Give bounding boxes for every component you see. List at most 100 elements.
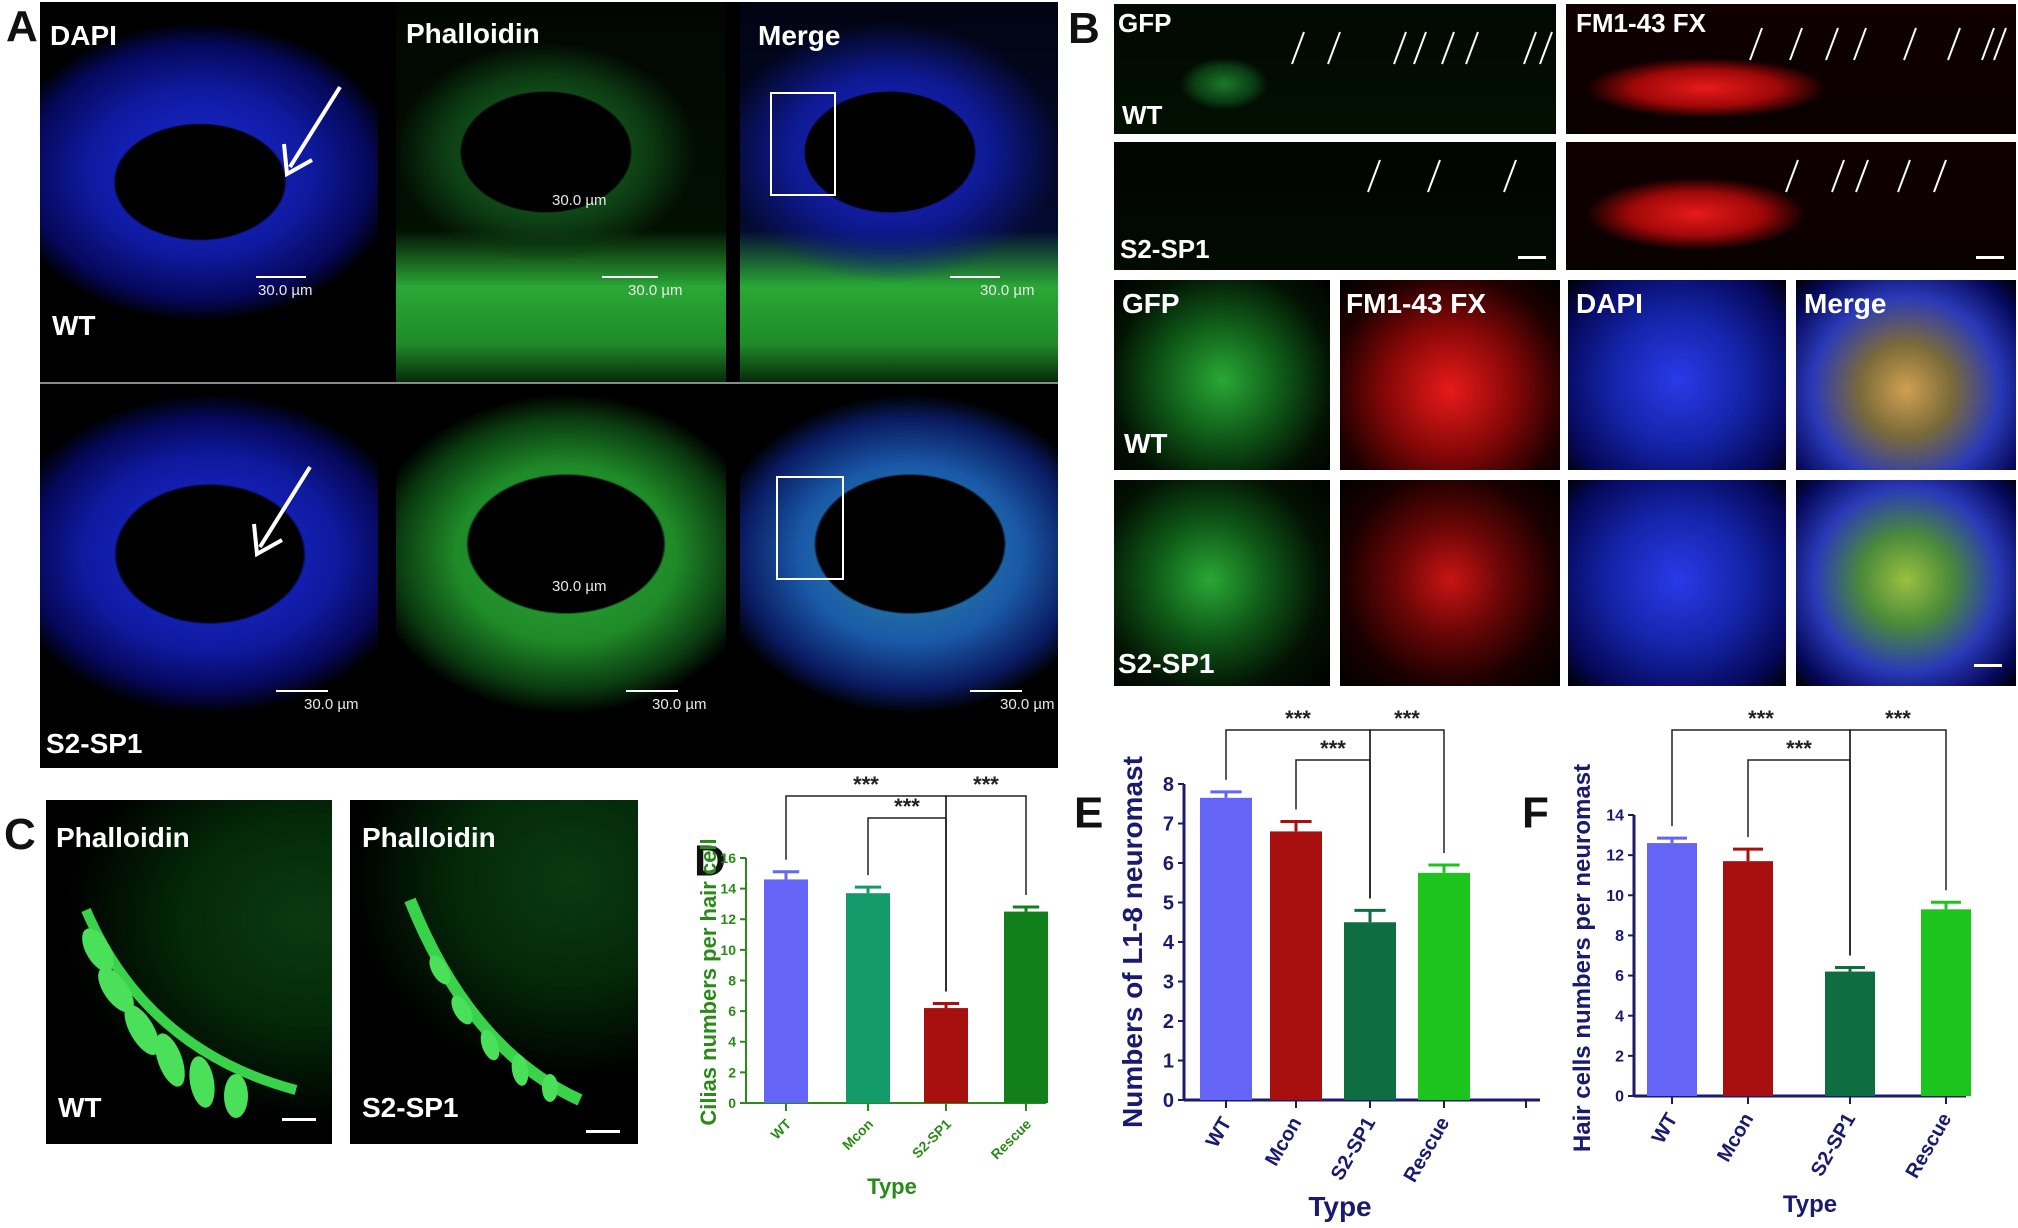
a-wt-merge-image xyxy=(740,2,1058,382)
c-s2sp1-phalloidin-image: Phalloidin S2-SP1 xyxy=(350,800,638,1144)
y-tick-label: 14 xyxy=(720,881,736,897)
y-tick-label: 0 xyxy=(1615,1089,1624,1106)
y-tick-label: 16 xyxy=(720,850,736,866)
c-s2sp1-stereocilia xyxy=(404,897,583,1106)
bar-mcon xyxy=(1270,831,1322,1100)
a-scalebar-4 xyxy=(276,690,328,692)
y-tick-label: 5 xyxy=(1163,893,1174,915)
y-tick-label: 2 xyxy=(728,1064,736,1080)
chart-d: D 0 2 4 6 8 10 12 14 16 WT Mcon S2-SP1 Rescue *** *** **… xyxy=(694,772,1048,1199)
a-row-label-s2sp1: S2-SP1 xyxy=(46,728,143,759)
significance-label: *** xyxy=(1394,706,1420,731)
b-s2sp1-fm-neuromast xyxy=(1340,480,1560,686)
y-tick-label: 2 xyxy=(1615,1048,1624,1065)
a-scale-label-4: 30.0 µm xyxy=(304,696,359,713)
panel-letter-e: E xyxy=(1074,788,1103,837)
panel-letter-c: C xyxy=(4,810,36,859)
a-col-label-dapi: DAPI xyxy=(50,20,117,51)
significance-label: *** xyxy=(1748,706,1774,731)
y-tick-label: 6 xyxy=(1163,853,1174,875)
b-s2sp1-fm-arrows xyxy=(1785,159,1947,193)
x-category-label-mcon: Mcon xyxy=(1261,1114,1306,1170)
significance-label: *** xyxy=(1786,736,1812,761)
x-category-label-wt: WT xyxy=(767,1115,794,1142)
a-scale-label-6: 30.0 µm xyxy=(1000,696,1055,713)
y-axis-label: Numbers of L1-8 neuromast xyxy=(1117,756,1148,1128)
y-tick-label: 6 xyxy=(728,1003,736,1019)
y-tick-label: 2 xyxy=(1163,1011,1174,1033)
a-inner-scale-label-2: 30.0 µm xyxy=(552,578,607,595)
x-category-label-rescue: Rescue xyxy=(988,1116,1035,1163)
x-axis-label: Type xyxy=(1308,1191,1371,1222)
panel-letter-a: A xyxy=(6,2,38,51)
y-tick-label: 4 xyxy=(728,1034,736,1050)
bar-s2-sp1 xyxy=(1344,922,1396,1100)
a-wt-dapi-image xyxy=(40,2,378,382)
b-wt-fm-neuromast: FM1-43 FX xyxy=(1340,280,1560,470)
x-category-label-rescue: Rescue xyxy=(1902,1110,1957,1183)
chart-e: E 0 1 2 3 4 5 6 7 8 WT Mcon S2-SP1 Rescue *** *** *** Typ… xyxy=(1074,706,1540,1222)
significance-bracket xyxy=(945,795,1027,992)
significance-bracket xyxy=(1849,729,1947,956)
bar-rescue xyxy=(1004,911,1048,1103)
b-label-s2sp1-bottom: S2-SP1 xyxy=(1118,648,1215,679)
c-scalebar-wt xyxy=(282,1118,316,1121)
panel-letter-d: D xyxy=(694,836,726,885)
b-label-fm-bottom: FM1-43 FX xyxy=(1346,288,1487,319)
y-tick-label: 12 xyxy=(1606,848,1624,865)
b-wt-merge-neuromast: Merge xyxy=(1796,280,2016,470)
y-tick-label: 8 xyxy=(728,972,736,988)
b-wt-dapi-neuromast: DAPI xyxy=(1568,280,1786,470)
y-tick-label: 14 xyxy=(1606,808,1624,825)
c-title-wt: Phalloidin xyxy=(56,822,190,853)
y-tick-label: 3 xyxy=(1163,972,1174,994)
b-wt-gfp-neuromast: GFP WT xyxy=(1114,280,1330,470)
bar-mcon xyxy=(846,893,890,1103)
a-scale-label-3: 30.0 µm xyxy=(980,282,1035,299)
a-arrow-wt xyxy=(282,85,342,178)
b-scalebar-neuromast xyxy=(1974,664,2002,667)
bar-s2-sp1 xyxy=(924,1008,968,1103)
y-tick-label: 6 xyxy=(1615,968,1624,985)
bar-rescue xyxy=(1921,909,1971,1096)
a-scalebar-6 xyxy=(970,690,1022,692)
a-scalebar-5 xyxy=(626,690,678,692)
x-category-label-s2-sp1: S2-SP1 xyxy=(1327,1114,1381,1185)
a-scalebar-3 xyxy=(950,276,1000,278)
b-s2sp1-merge-neuromast xyxy=(1796,480,2016,686)
b-label-s2sp1-top: S2-SP1 xyxy=(1120,234,1210,264)
y-tick-label: 0 xyxy=(1163,1090,1174,1112)
y-tick-label: 12 xyxy=(720,911,736,927)
a-scale-label-5: 30.0 µm xyxy=(652,696,707,713)
y-tick-label: 4 xyxy=(1615,1008,1624,1025)
bar-wt xyxy=(1647,843,1697,1096)
b-label-gfp-bottom: GFP xyxy=(1122,288,1180,319)
b-wt-gfp-arrows xyxy=(1291,31,1553,65)
b-label-wt-top: WT xyxy=(1122,100,1163,130)
b-scalebar-gfp xyxy=(1518,256,1546,259)
b-label-wt-bottom: WT xyxy=(1124,428,1168,459)
significance-label: *** xyxy=(853,772,879,797)
b-s2sp1-dapi-neuromast xyxy=(1568,480,1786,686)
c-wt-phalloidin-image: Phalloidin WT xyxy=(46,800,332,1144)
a-inner-scale-label-1: 30.0 µm xyxy=(552,192,607,209)
y-tick-label: 10 xyxy=(720,942,736,958)
b-s2sp1-gfp-neuromast: S2-SP1 xyxy=(1114,480,1330,686)
a-merge-inset-box-s2sp1 xyxy=(776,476,844,580)
y-tick-label: 8 xyxy=(1615,928,1624,945)
a-wt-phalloidin-image xyxy=(396,2,726,382)
c-label-s2sp1: S2-SP1 xyxy=(362,1092,459,1123)
a-s2sp1-merge-image xyxy=(740,384,1058,768)
panel-a-frame: DAPI Phalloidin Merge WT S2-SP1 30.0 µm … xyxy=(40,2,1058,768)
b-s2sp1-gfp-larva: S2-SP1 xyxy=(1114,142,1556,270)
x-category-label-rescue: Rescue xyxy=(1400,1114,1455,1187)
y-tick-label: 1 xyxy=(1163,1051,1174,1073)
c-title-s2sp1: Phalloidin xyxy=(362,822,496,853)
a-scalebar-2 xyxy=(602,276,658,278)
bar-wt xyxy=(764,879,808,1103)
c-wt-stereocilia xyxy=(81,908,298,1118)
c-scalebar-s2sp1 xyxy=(586,1130,620,1133)
panel-letter-b: B xyxy=(1068,4,1100,53)
significance-bracket xyxy=(1369,729,1445,899)
